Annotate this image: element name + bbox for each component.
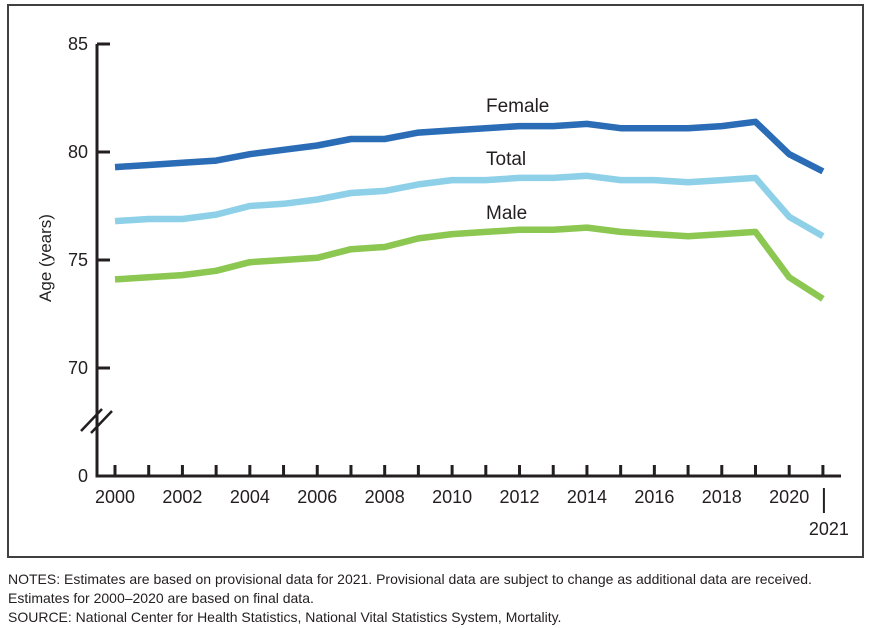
line-total [114,172,825,240]
x-axis-label-2020: 2020 [769,487,809,507]
series-label-male: Male [486,203,528,224]
figure-notes: NOTES: Estimates are based on provisiona… [8,570,876,627]
axis-break-slash [90,410,113,434]
x-axis-label-2021: 2021 [809,519,849,539]
line-female [114,118,825,175]
y-tick-label-85: 85 [67,34,88,54]
x-axis-label-2004: 2004 [230,487,270,507]
x-axis-label-2000: 2000 [95,487,135,507]
y-tick-label-80: 80 [67,142,88,162]
series-label-female: Female [486,96,550,117]
notes-line-1: NOTES: Estimates are based on provisiona… [8,571,812,587]
line-male [114,224,825,302]
x-axis-label-2010: 2010 [432,487,472,507]
x-axis-label-2008: 2008 [365,487,405,507]
y-tick-label-70: 70 [67,358,88,378]
x-axis-label-2006: 2006 [297,487,337,507]
notes-line-3: SOURCE: National Center for Health Stati… [8,609,562,625]
y-tick-label-0: 0 [77,466,88,486]
axis-break-slash [80,408,103,432]
series-label-total: Total [486,149,527,170]
x-axis-label-2018: 2018 [702,487,742,507]
x-axis-label-2016: 2016 [634,487,674,507]
x-axis-label-2012: 2012 [499,487,539,507]
y-tick-label-75: 75 [67,250,88,270]
notes-line-2: Estimates for 2000–2020 are based on fin… [8,590,314,606]
x-axis-label-2014: 2014 [567,487,607,507]
x-axis-label-2002: 2002 [162,487,202,507]
